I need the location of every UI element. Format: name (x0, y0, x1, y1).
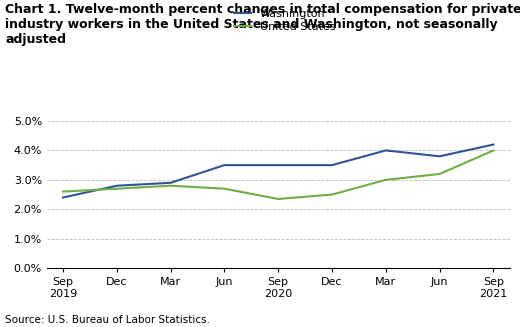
Washington (222, 163, 228, 167)
United States (329, 193, 335, 197)
United States (222, 187, 228, 191)
United States (383, 178, 389, 182)
Washington (329, 163, 335, 167)
United States (490, 148, 497, 152)
Washington (436, 154, 443, 158)
United States (114, 187, 120, 191)
Text: Source: U.S. Bureau of Labor Statistics.: Source: U.S. Bureau of Labor Statistics. (5, 315, 210, 325)
Washington (114, 184, 120, 188)
Washington (383, 148, 389, 152)
United States (275, 197, 281, 201)
United States (436, 172, 443, 176)
Line: United States: United States (63, 150, 493, 199)
Washington (490, 143, 497, 146)
Washington (275, 163, 281, 167)
United States (167, 184, 174, 188)
Line: Washington: Washington (63, 145, 493, 198)
Washington (60, 196, 66, 199)
Text: Chart 1. Twelve-month percent changes in total compensation for private
industry: Chart 1. Twelve-month percent changes in… (5, 3, 520, 46)
United States (60, 190, 66, 194)
Legend: Washington, United States: Washington, United States (235, 9, 335, 32)
Washington (167, 181, 174, 185)
